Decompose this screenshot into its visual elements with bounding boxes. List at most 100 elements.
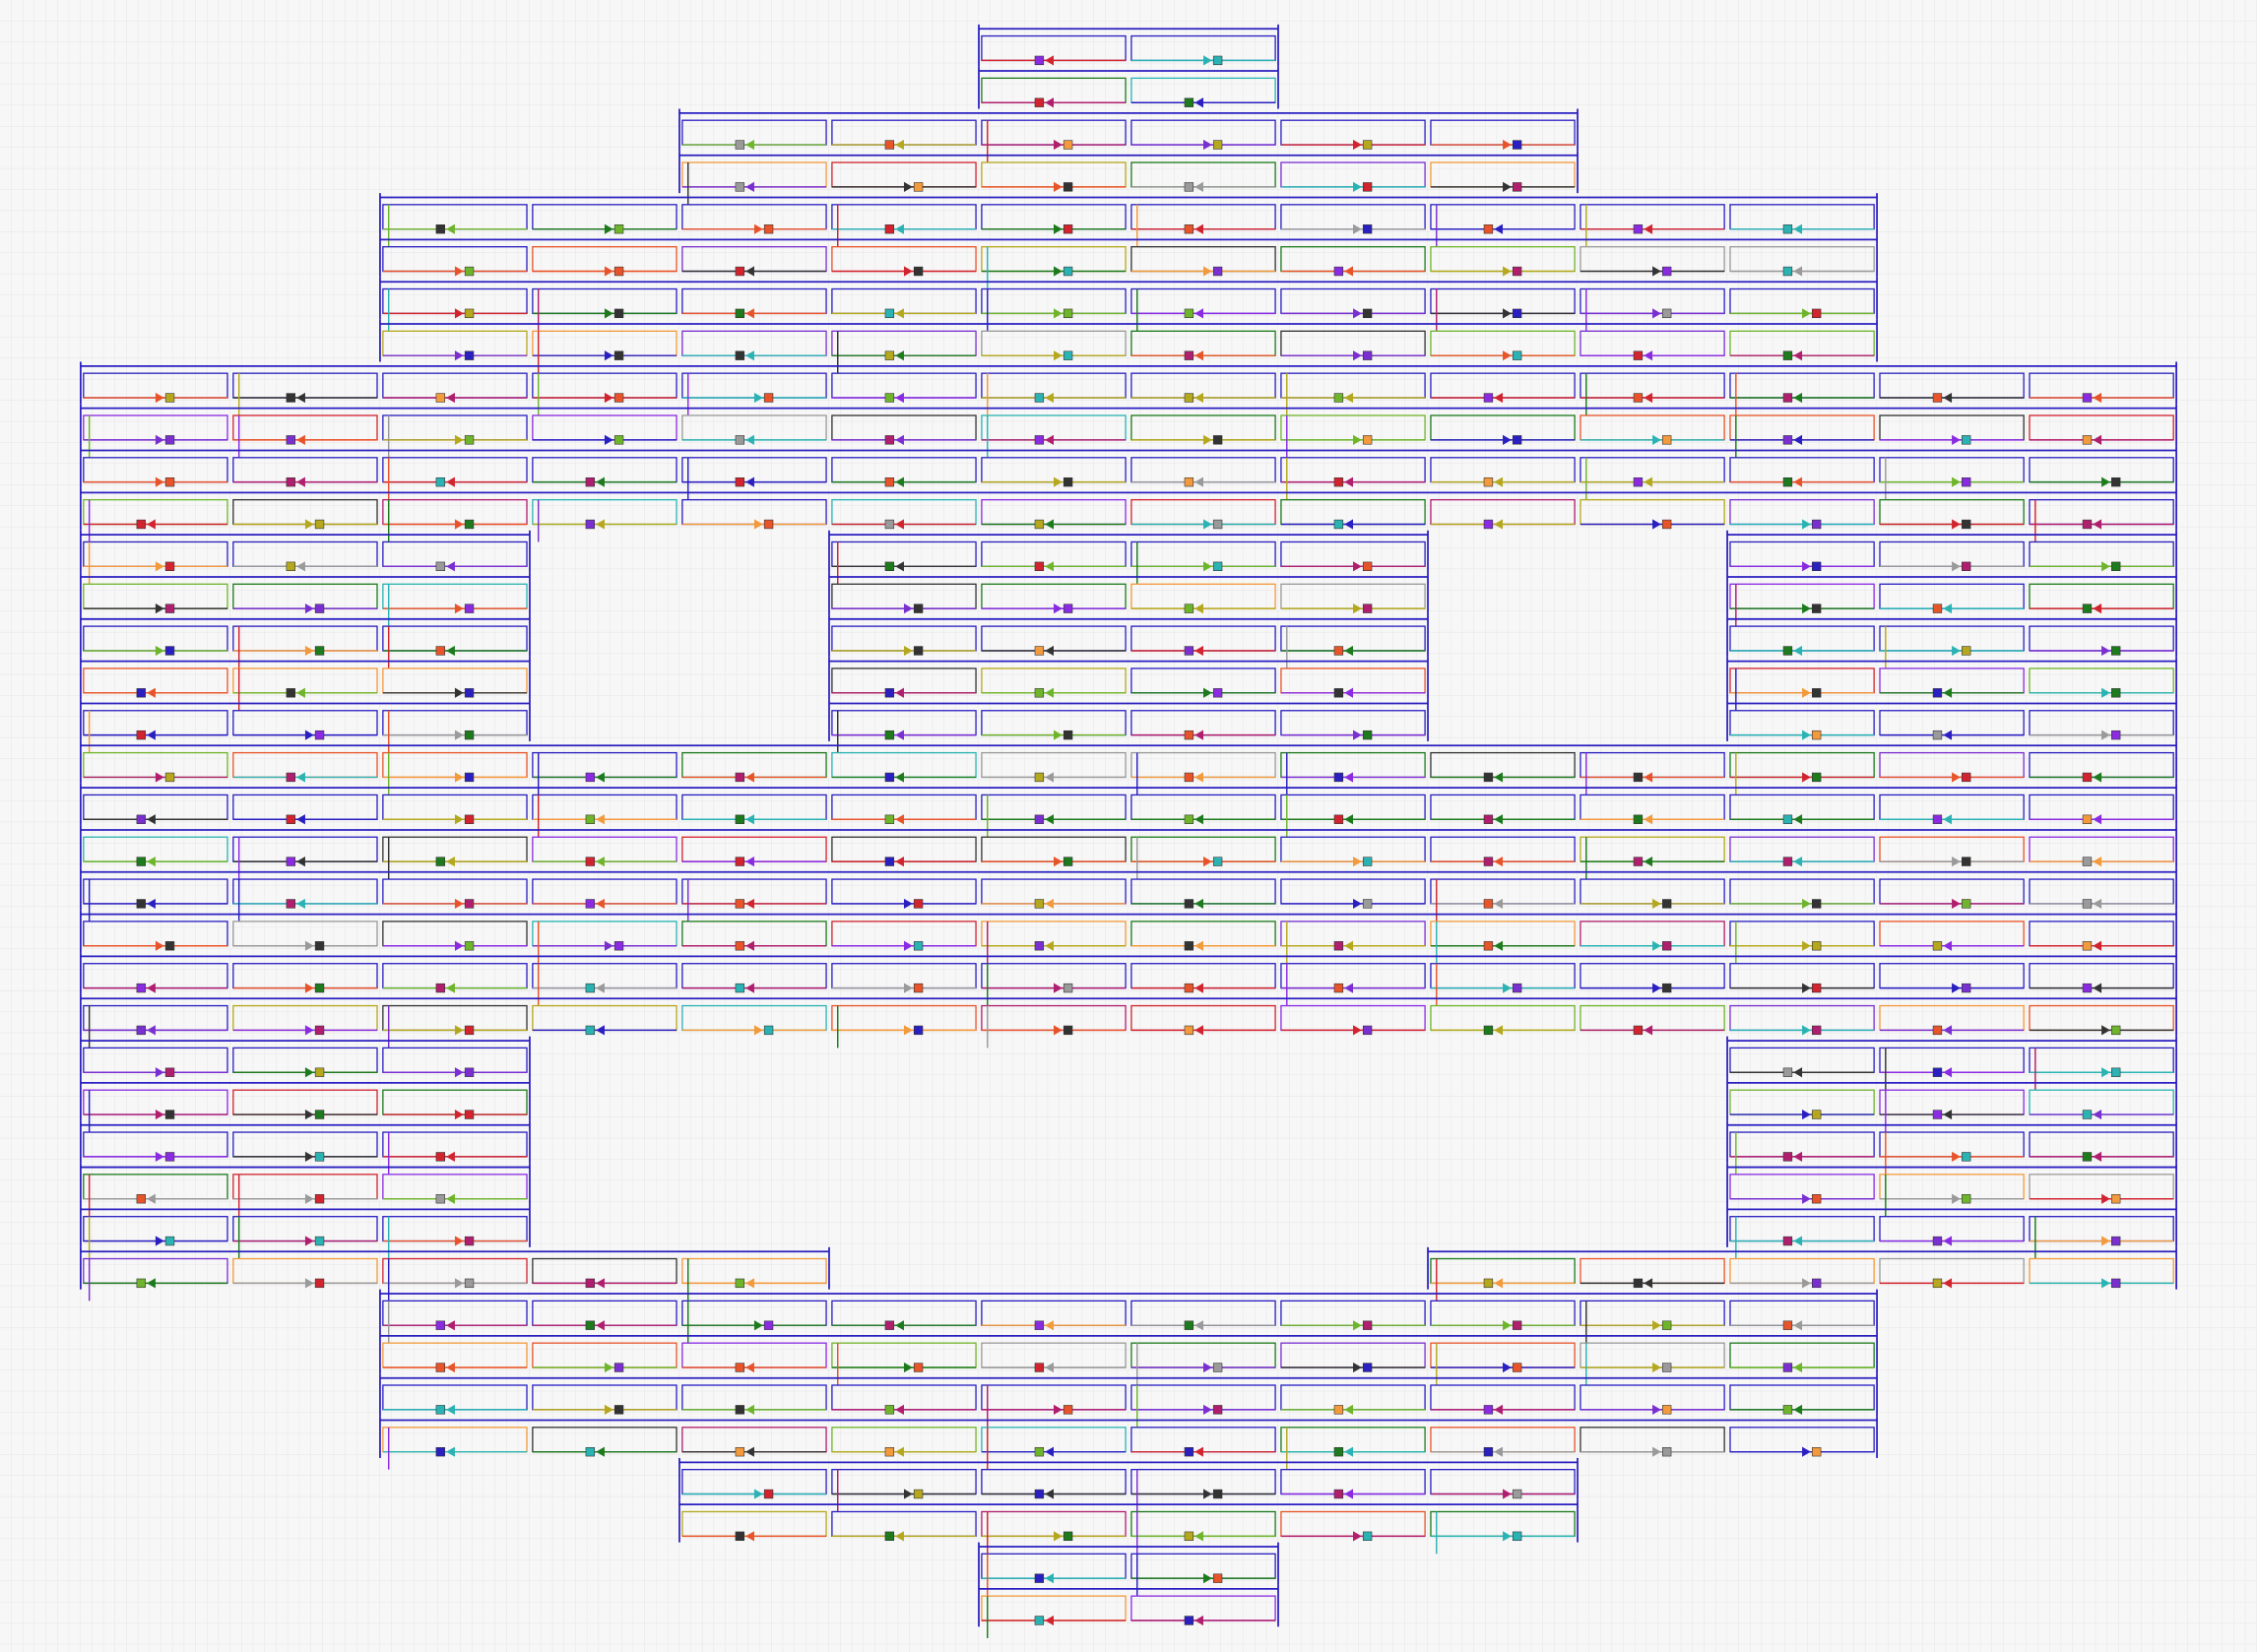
node	[286, 772, 295, 783]
arrow	[1652, 1320, 1661, 1331]
node	[1034, 435, 1045, 445]
node	[1661, 1320, 1672, 1330]
node	[314, 1152, 325, 1162]
arrow	[596, 1278, 605, 1289]
node	[1184, 477, 1194, 487]
arrow	[895, 223, 904, 234]
arrow	[1943, 604, 1953, 614]
node	[1184, 814, 1194, 824]
arrow	[1793, 1362, 1803, 1373]
arrow	[745, 983, 754, 993]
node	[585, 1447, 596, 1457]
node	[136, 519, 146, 530]
node	[1212, 55, 1223, 66]
node	[585, 857, 596, 866]
node	[314, 730, 325, 740]
arrow	[155, 1109, 164, 1120]
node	[763, 1025, 774, 1036]
node	[2111, 477, 2121, 487]
node	[435, 1320, 445, 1330]
arrow	[1494, 1025, 1504, 1036]
arrow	[1045, 392, 1054, 404]
node	[1212, 1489, 1223, 1499]
node	[1184, 308, 1194, 319]
arrow	[1943, 1236, 1953, 1246]
arrow	[1045, 1489, 1054, 1499]
arrow	[1494, 1446, 1504, 1457]
node	[1063, 1405, 1073, 1415]
arrow	[296, 772, 305, 783]
node	[136, 983, 146, 993]
node	[763, 1489, 774, 1499]
node	[136, 688, 146, 698]
node	[884, 519, 895, 530]
node	[1812, 772, 1822, 783]
arrow	[147, 856, 156, 867]
arrow	[1802, 1025, 1811, 1036]
node	[585, 519, 596, 530]
arrow	[1194, 477, 1204, 487]
arrow	[1793, 392, 1803, 404]
node	[1483, 1025, 1494, 1036]
arrow	[1503, 181, 1512, 192]
node	[314, 1110, 325, 1119]
arrow	[1793, 1320, 1803, 1331]
arrow	[155, 1151, 164, 1163]
arrow	[895, 772, 904, 783]
node	[1932, 730, 1943, 740]
arrow	[1802, 604, 1811, 614]
node	[1512, 140, 1522, 150]
node	[464, 941, 475, 951]
node	[1063, 477, 1073, 487]
node	[464, 814, 475, 824]
arrow	[604, 223, 613, 234]
arrow	[147, 1278, 156, 1289]
arrow	[1644, 223, 1653, 234]
node	[763, 519, 774, 530]
arrow	[454, 687, 464, 698]
node	[1333, 1405, 1344, 1415]
arrow	[1053, 308, 1063, 319]
arrow	[1494, 477, 1504, 487]
node	[1362, 224, 1373, 234]
arrow	[1494, 519, 1504, 530]
arrow	[1952, 856, 1961, 867]
node	[1063, 140, 1073, 150]
node	[884, 140, 895, 150]
node	[435, 393, 445, 403]
node	[1782, 350, 1793, 360]
arrow	[2093, 983, 2102, 993]
arrow	[895, 1320, 904, 1331]
arrow	[446, 1404, 455, 1415]
arrow	[446, 1446, 455, 1457]
arrow	[1793, 266, 1803, 277]
arrow	[155, 604, 164, 614]
arrow	[1353, 350, 1362, 361]
arrow	[155, 1236, 164, 1246]
arrow	[446, 645, 455, 657]
node	[464, 308, 475, 319]
arrow	[1344, 1446, 1354, 1457]
arrow	[147, 814, 156, 825]
node	[1212, 688, 1223, 698]
arrow	[1353, 898, 1362, 910]
node	[1483, 814, 1494, 824]
node	[1512, 266, 1522, 277]
arrow	[1943, 1067, 1953, 1078]
node	[2111, 561, 2121, 571]
node	[913, 899, 924, 909]
node	[913, 1025, 924, 1036]
arrow	[604, 940, 613, 951]
node	[1333, 646, 1344, 656]
node	[1962, 477, 1971, 487]
arrow	[1203, 434, 1212, 445]
node	[2082, 941, 2093, 951]
arrow	[895, 350, 904, 361]
arrow	[596, 477, 605, 487]
node	[1184, 350, 1194, 360]
node	[1362, 561, 1373, 571]
arrow	[745, 898, 754, 910]
arrow	[2093, 434, 2102, 445]
node	[1512, 1531, 1522, 1542]
arrow	[1203, 1404, 1212, 1415]
